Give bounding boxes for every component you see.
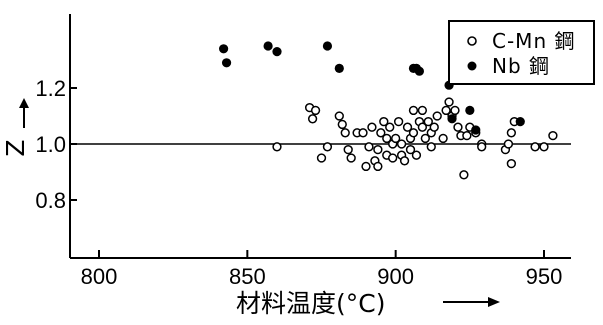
nb-steel-point <box>219 44 229 54</box>
c-mn-steel-point <box>506 128 517 138</box>
nb-steel-point <box>471 125 481 135</box>
c-mn-steel-point <box>444 97 454 107</box>
y-tick-label: 1.2 <box>35 76 66 101</box>
c-mn-steel-point <box>438 133 448 144</box>
nb-steel-point <box>414 66 424 76</box>
c-mn-steel-point <box>399 156 410 166</box>
y-tick-label: 0.8 <box>35 188 66 213</box>
c-mn-steel-point <box>402 122 413 132</box>
c-mn-steel-point <box>539 142 549 152</box>
c-mn-steel-point <box>441 105 451 116</box>
c-mn-steel-point <box>373 144 383 155</box>
c-mn-steel-point <box>382 133 392 144</box>
y-axis-arrow-head <box>19 98 29 108</box>
c-mn-steel-point <box>376 128 386 138</box>
c-mn-steel-point <box>322 142 333 152</box>
c-mn-steel-point <box>393 116 404 127</box>
c-mn-steel-point <box>408 105 419 116</box>
c-mn-steel-point <box>316 153 327 163</box>
c-mn-steel-point <box>417 105 428 116</box>
c-mn-steel-point <box>337 119 347 130</box>
nb-steel-point <box>322 41 333 51</box>
x-tick-label: 850 <box>229 264 266 289</box>
c-mn-steel-point <box>459 170 469 180</box>
x-axis-arrow-head <box>488 297 500 307</box>
x-tick-label: 950 <box>526 264 563 289</box>
legend-label-nb: Nb 鋼 <box>492 54 550 78</box>
c-mn-steel-point <box>364 142 374 152</box>
legend-box <box>448 20 595 85</box>
c-mn-steel-point <box>343 144 353 155</box>
nb-steel-point <box>465 105 475 115</box>
c-mn-steel-point <box>417 122 428 132</box>
c-mn-steel-point <box>367 122 377 132</box>
c-mn-steel-point <box>405 144 416 155</box>
c-mn-steel-point <box>361 161 371 172</box>
y-axis-title: Z <box>1 98 30 157</box>
c-mn-steel-point <box>334 111 344 121</box>
y-ticks: 0.8 1.0 1.2 <box>35 76 77 213</box>
c-mn-steel-point <box>506 158 517 169</box>
c-mn-steel-point <box>477 142 487 152</box>
c-mn-steel-point <box>379 116 389 127</box>
c-mn-steel-point <box>358 128 368 138</box>
c-mn-steel-point <box>450 105 460 116</box>
x-ticks: 800 850 900 950 <box>81 250 563 289</box>
data-points <box>219 41 558 180</box>
y-axis-label: Z <box>1 139 30 156</box>
c-mn-steel-point <box>307 114 318 124</box>
c-mn-steel-point <box>396 139 407 149</box>
nb-steel-point <box>272 47 282 57</box>
nb-steel-point <box>263 41 273 51</box>
x-tick-label: 900 <box>377 264 414 289</box>
c-mn-steel-point <box>340 128 350 138</box>
legend-marker-c-mn <box>467 36 477 46</box>
c-mn-steel-point <box>420 133 430 144</box>
c-mn-steel-point <box>453 122 463 132</box>
plot-frame <box>69 14 571 259</box>
legend-label-c-mn: C-Mn 鋼 <box>492 29 575 53</box>
c-mn-steel-point <box>272 142 282 152</box>
legend: C-Mn 鋼 Nb 鋼 <box>448 20 595 85</box>
y-tick-label: 1.0 <box>35 132 66 157</box>
c-mn-steel-point <box>388 153 398 163</box>
nb-steel-point <box>221 58 232 68</box>
c-mn-steel-point <box>391 133 401 144</box>
c-mn-steel-point <box>432 111 442 121</box>
c-mn-steel-point <box>548 130 558 141</box>
c-mn-steel-point <box>462 130 472 141</box>
c-mn-steel-point <box>411 150 422 160</box>
c-mn-steel-point <box>530 142 540 152</box>
nb-steel-point <box>334 63 344 73</box>
nb-steel-point <box>515 117 525 127</box>
x-axis-title: 材料温度(°C) <box>236 289 500 318</box>
c-mn-steel-point <box>503 139 514 149</box>
c-mn-steel-point <box>426 142 436 152</box>
nb-steel-point <box>447 114 457 124</box>
c-mn-steel-point <box>346 153 356 163</box>
legend-marker-nb <box>467 61 477 71</box>
c-mn-steel-point <box>429 122 439 132</box>
c-mn-steel-point <box>423 116 433 127</box>
c-mn-steel-point <box>310 105 321 116</box>
x-tick-label: 800 <box>81 264 118 289</box>
x-axis-label: 材料温度(°C) <box>236 289 385 318</box>
c-mn-steel-point <box>385 122 395 132</box>
c-mn-steel-point <box>373 161 383 172</box>
c-mn-steel-point <box>408 128 419 138</box>
